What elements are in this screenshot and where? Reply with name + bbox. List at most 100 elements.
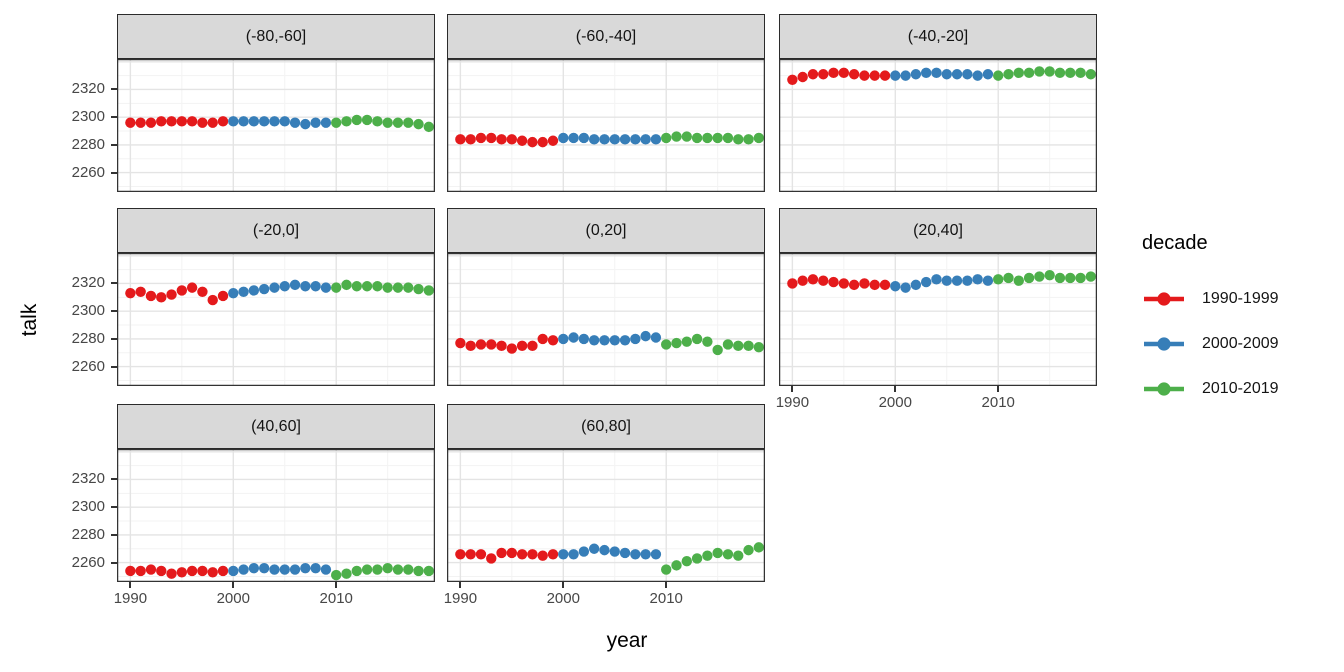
series-points-2010-2019 [331, 114, 435, 133]
x-tick-label: 2010 [319, 590, 353, 607]
x-tick-mark [997, 386, 1000, 392]
series-points-2000-2009 [890, 67, 994, 81]
series-points-1990-1999 [787, 274, 891, 291]
x-tick-label: 2000 [546, 590, 580, 607]
x-tick-label: 1990 [113, 590, 148, 607]
facet-strip: (40,60] [117, 404, 435, 449]
series-points-1990-1999 [125, 116, 229, 128]
series-points-1990-1999 [455, 333, 559, 354]
facet-label: (20,40] [913, 221, 963, 239]
y-tick-mark [111, 337, 117, 340]
facet-strip: (0,20] [447, 208, 765, 253]
series-points-2000-2009 [558, 132, 662, 145]
y-tick-label: 2300 [71, 108, 105, 126]
series-points-2000-2009 [228, 562, 332, 577]
legend-label: 1990-1999 [1202, 290, 1279, 307]
facet-strip: (-60,-40] [447, 14, 765, 59]
x-tick-mark [129, 582, 132, 588]
legend-key-icon [1144, 382, 1184, 396]
y-axis-title: talk [18, 303, 41, 337]
x-tick-mark [791, 386, 794, 392]
x-tick-mark [459, 582, 462, 588]
facet-label: (-40,-20] [907, 27, 969, 45]
y-tick-mark [111, 365, 117, 368]
x-tick-label: 2010 [981, 394, 1015, 411]
facet-panel [779, 59, 1097, 192]
y-tick-mark [111, 88, 117, 91]
legend-entries: 1990-1999 2000-2009 2010-2019 [1140, 287, 1344, 401]
facet-panel [447, 253, 765, 386]
y-tick-label: 2280 [71, 525, 105, 543]
series-points-2000-2009 [890, 274, 994, 293]
facet-label: (-60,-40] [575, 27, 637, 45]
y-tick-mark [111, 171, 117, 174]
facet-panel [117, 449, 435, 582]
legend-key-icon [1144, 337, 1184, 351]
y-tick-mark [111, 116, 117, 119]
legend-entry: 2000-2009 [1140, 332, 1344, 356]
x-tick-mark [335, 582, 338, 588]
series-points-2010-2019 [331, 279, 435, 296]
y-tick-mark [111, 282, 117, 285]
x-axis-title: year [606, 629, 648, 652]
series-points-2010-2019 [661, 131, 765, 145]
x-tick-label: 2000 [878, 394, 912, 411]
facet-strip: (-40,-20] [779, 14, 1097, 59]
facet-label: (-80,-60] [245, 27, 307, 45]
legend-entry: 2010-2019 [1140, 377, 1344, 401]
legend-label: 2010-2019 [1202, 380, 1279, 397]
series-points-2010-2019 [331, 562, 435, 581]
y-tick-label: 2260 [71, 553, 105, 571]
facet-label: (-20,0] [252, 221, 300, 239]
series-points-2010-2019 [993, 66, 1097, 81]
facet-label: (60,80] [581, 417, 631, 435]
series-points-1990-1999 [455, 132, 559, 148]
x-tick-mark [232, 582, 235, 588]
facet-panel [447, 59, 765, 192]
series-points-1990-1999 [125, 282, 229, 306]
facet-panel [117, 59, 435, 192]
series-points-1990-1999 [787, 67, 891, 85]
x-tick-label: 1990 [443, 590, 478, 607]
y-tick-label: 2300 [71, 302, 105, 320]
facet-label: (40,60] [251, 417, 301, 435]
y-tick-mark [111, 506, 117, 509]
series-points-2010-2019 [661, 333, 765, 356]
x-tick-mark [894, 386, 897, 392]
facet-strip: (-80,-60] [117, 14, 435, 59]
facet-strip: (20,40] [779, 208, 1097, 253]
facet-panel [447, 449, 765, 582]
y-tick-label: 2300 [71, 498, 105, 516]
series-points-1990-1999 [455, 547, 559, 564]
legend-key-icon [1144, 292, 1184, 306]
facet-label: (0,20] [585, 221, 627, 239]
series-points-2000-2009 [228, 116, 332, 130]
x-tick-label: 1990 [775, 394, 810, 411]
y-tick-label: 2280 [71, 135, 105, 153]
x-tick-mark [665, 582, 668, 588]
y-tick-mark [111, 533, 117, 536]
y-tick-label: 2320 [71, 470, 105, 488]
y-tick-mark [111, 143, 117, 146]
series-points-2000-2009 [558, 543, 662, 560]
legend-entry: 1990-1999 [1140, 287, 1344, 311]
legend-label: 2000-2009 [1202, 335, 1279, 352]
y-tick-label: 2260 [71, 357, 105, 375]
series-points-2000-2009 [228, 279, 332, 299]
facet-strip: (-20,0] [117, 208, 435, 253]
y-tick-label: 2320 [71, 274, 105, 292]
x-tick-label: 2010 [649, 590, 683, 607]
legend-title: decade [1142, 232, 1208, 254]
facet-panel [117, 253, 435, 386]
facet-strip: (60,80] [447, 404, 765, 449]
y-tick-label: 2320 [71, 80, 105, 98]
y-tick-label: 2280 [71, 329, 105, 347]
y-tick-mark [111, 310, 117, 313]
x-tick-mark [562, 582, 565, 588]
y-tick-mark [111, 478, 117, 481]
legend: decade 1990-1999 2000-2009 2010-2019 [1140, 232, 1344, 401]
series-points-2010-2019 [993, 269, 1097, 286]
x-tick-label: 2000 [216, 590, 250, 607]
facet-panel [779, 253, 1097, 386]
